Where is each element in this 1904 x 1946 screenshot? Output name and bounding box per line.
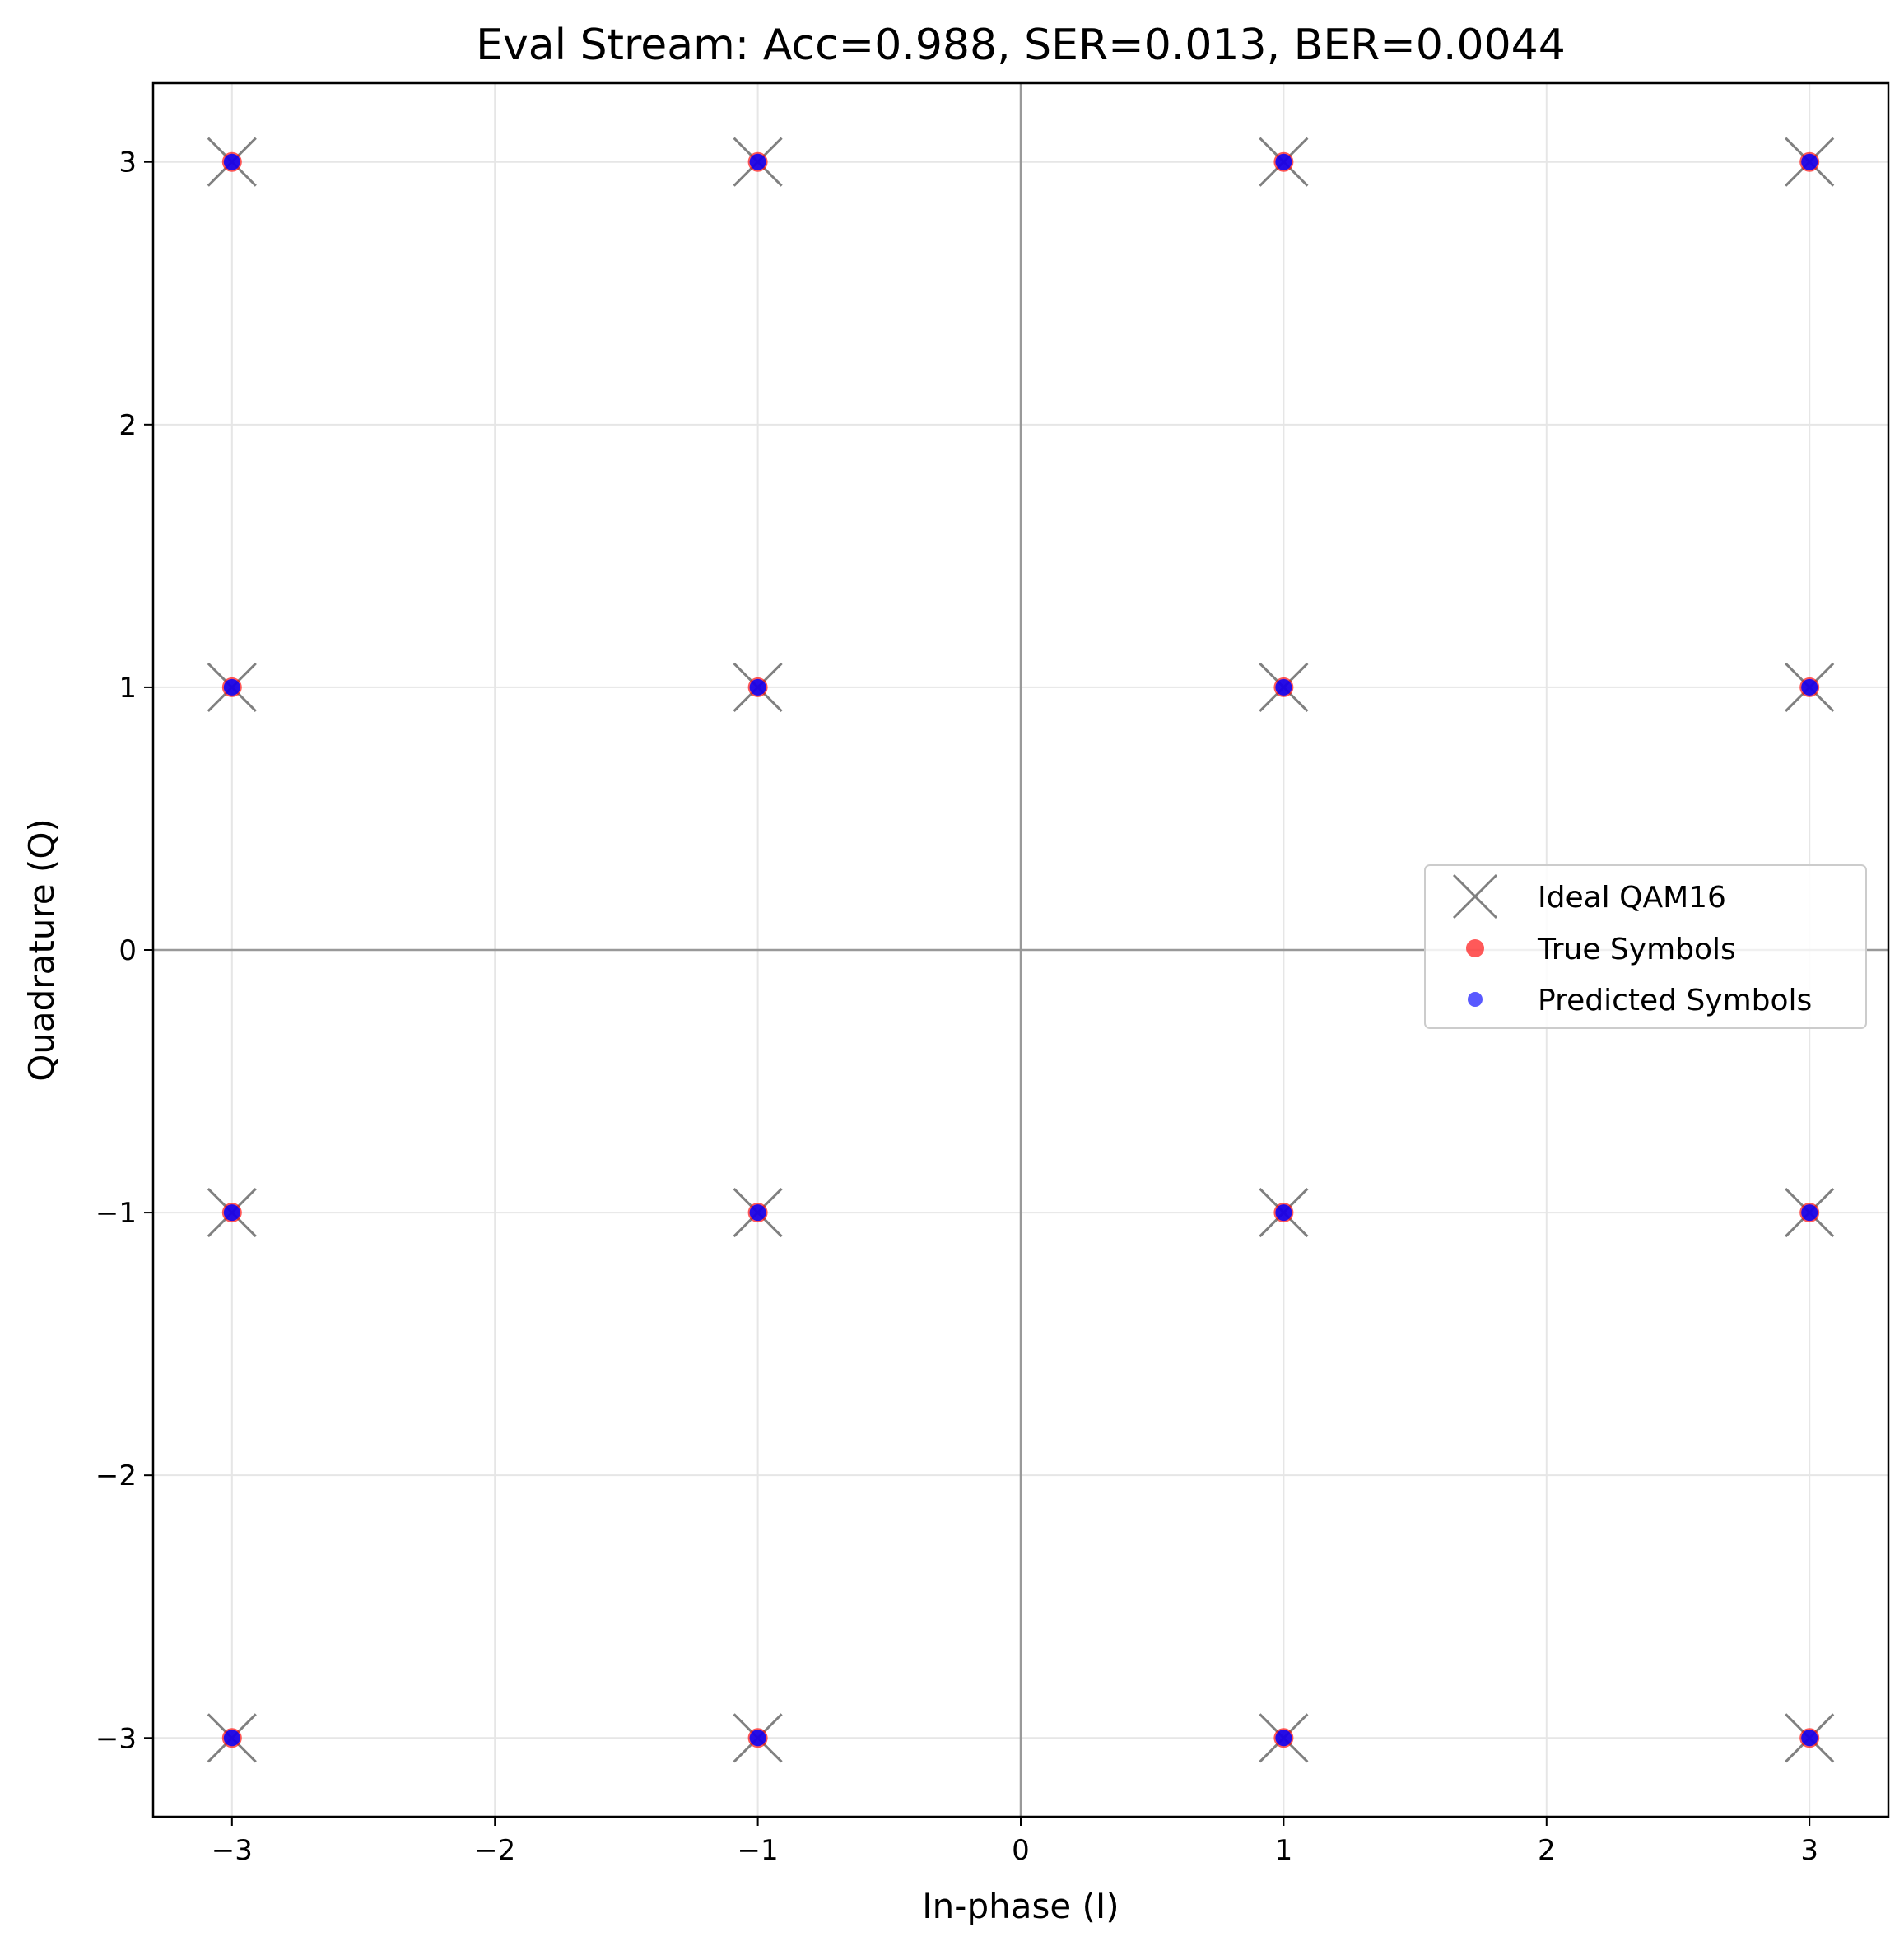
legend-box: [1424, 864, 1867, 1029]
predicted-symbol-point: [223, 1204, 240, 1222]
legend: Ideal QAM16 True Symbols Predicted Symbols: [1424, 864, 1867, 1029]
y-tick-label: 2: [119, 409, 137, 442]
x-tick-label: 0: [1012, 1834, 1030, 1867]
legend-ideal-handle: [1452, 873, 1498, 919]
y-tick-label: −1: [95, 1197, 137, 1230]
predicted-symbol-point: [1275, 1730, 1292, 1747]
legend-true-handle: [1466, 939, 1484, 957]
predicted-symbol-point: [1275, 1204, 1292, 1222]
axis-ticks: −3 −2 −1 0 1 2 3 −3 −2 −1 0 1 2 3: [95, 147, 1818, 1867]
predicted-symbol-point: [1275, 678, 1292, 696]
predicted-symbol-point: [749, 153, 766, 170]
legend-predicted-handle: [1468, 992, 1483, 1007]
y-tick-label: −2: [95, 1460, 137, 1492]
x-tick-label: −3: [212, 1834, 253, 1867]
y-tick-label: −3: [95, 1722, 137, 1755]
predicted-symbol-point: [223, 1730, 240, 1747]
y-tick-label: 0: [119, 934, 137, 967]
x-axis-label: In-phase (I): [922, 1886, 1119, 1926]
x-tick-label: 2: [1538, 1834, 1556, 1867]
predicted-symbol-point: [1801, 1730, 1818, 1747]
predicted-symbol-point: [749, 1730, 766, 1747]
predicted-symbol-point: [223, 153, 240, 170]
predicted-symbol-point: [749, 678, 766, 696]
predicted-symbol-point: [1275, 153, 1292, 170]
legend-entry-label: True Symbols: [1537, 933, 1736, 966]
predicted-symbol-point: [749, 1204, 766, 1222]
data-marks: [207, 137, 1835, 1763]
x-tick-label: 1: [1275, 1834, 1293, 1867]
predicted-symbol-point: [223, 678, 240, 696]
predicted-symbol-point: [1801, 153, 1818, 170]
chart-title: Eval Stream: Acc=0.988, SER=0.013, BER=0…: [476, 21, 1566, 70]
x-tick-label: 3: [1800, 1834, 1818, 1867]
y-axis-label: Quadrature (Q): [21, 818, 62, 1082]
x-marker-stroke: [1452, 873, 1498, 919]
legend-entry-label: Ideal QAM16: [1538, 881, 1726, 915]
y-tick-label: 1: [119, 672, 137, 705]
x-tick-label: −2: [474, 1834, 515, 1867]
predicted-symbol-point: [1801, 1204, 1818, 1222]
predicted-symbol-point: [1801, 678, 1818, 696]
legend-entry-label: Predicted Symbols: [1538, 984, 1812, 1017]
y-tick-label: 3: [119, 147, 137, 179]
x-tick-label: −1: [738, 1834, 779, 1867]
